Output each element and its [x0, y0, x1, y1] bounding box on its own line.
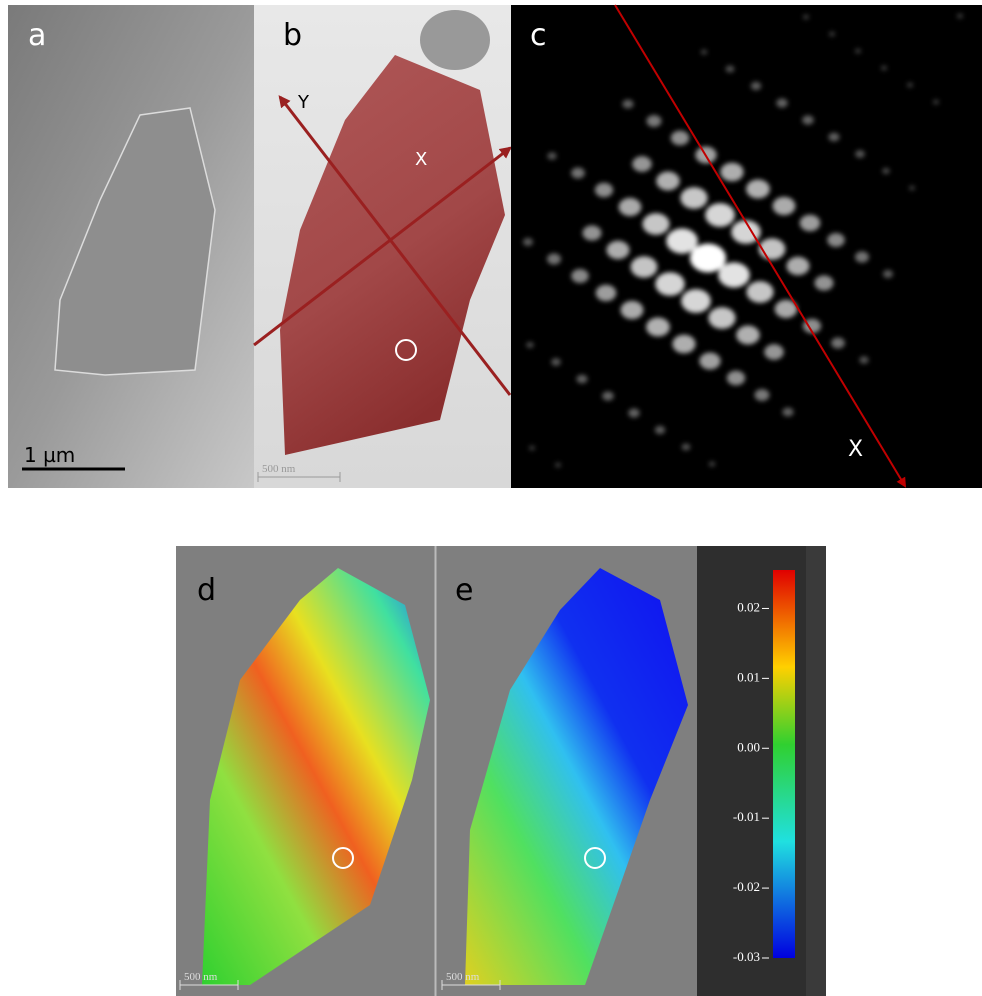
axis-label: Y	[297, 92, 310, 113]
spot	[529, 446, 535, 451]
spot	[632, 156, 652, 172]
spot	[773, 197, 796, 215]
spot	[907, 83, 913, 88]
spot	[827, 233, 845, 247]
spot	[776, 98, 787, 107]
spot	[708, 307, 735, 329]
spot	[681, 289, 711, 313]
colorbar-tick-label: -0.02	[733, 879, 760, 894]
spot	[828, 133, 839, 142]
spot	[755, 389, 770, 401]
spot	[814, 275, 833, 290]
spot	[628, 408, 639, 417]
spot	[803, 15, 809, 20]
scale-bar-label: 500 nm	[446, 971, 480, 983]
spot	[647, 115, 662, 127]
spot	[699, 352, 720, 369]
spot	[595, 183, 613, 198]
spot	[882, 168, 890, 174]
spot	[746, 179, 770, 198]
panel-label: d	[197, 573, 216, 608]
spot	[582, 225, 601, 240]
spot	[690, 244, 726, 273]
spot	[551, 358, 561, 366]
spot	[655, 426, 665, 434]
spot	[671, 131, 689, 146]
spot	[883, 270, 893, 278]
spot	[606, 241, 629, 259]
panel-label: a	[28, 18, 46, 53]
spot	[642, 213, 669, 235]
spot	[909, 186, 915, 191]
spot	[800, 215, 821, 231]
colorbar-tick-label: 0.01	[737, 669, 760, 684]
spot	[831, 337, 845, 348]
spot	[782, 408, 793, 417]
axis-label: X	[415, 149, 427, 170]
spot	[619, 198, 642, 216]
spot	[680, 187, 707, 209]
spot	[682, 443, 691, 450]
spot	[720, 163, 743, 182]
spot	[571, 167, 585, 178]
spot	[555, 463, 561, 468]
spot	[855, 251, 869, 262]
spot	[855, 49, 861, 54]
spot	[705, 203, 735, 227]
spot	[709, 461, 716, 466]
spot	[646, 317, 670, 336]
spot	[881, 66, 887, 71]
spot	[746, 281, 773, 303]
scale-bar-label: 1 µm	[24, 443, 75, 467]
colorbar-tick-label: -0.01	[733, 809, 760, 824]
colorbar	[773, 570, 795, 958]
spot	[547, 152, 556, 159]
colorbar-tick-label: 0.02	[737, 599, 760, 614]
colorbar-tick-label: -0.03	[733, 949, 760, 964]
spot	[701, 49, 708, 54]
spot	[655, 272, 684, 296]
spot	[859, 356, 868, 363]
scale-bar-label: 500 nm	[262, 463, 296, 475]
spot	[672, 335, 695, 354]
spot	[957, 14, 963, 19]
spot	[802, 115, 814, 124]
spot	[855, 150, 865, 158]
spot	[727, 371, 745, 386]
particle	[420, 10, 490, 70]
figure: a 1 µm b Y X 500 nm c X d 500 nm e 500 n…	[0, 0, 982, 996]
spot	[602, 391, 614, 400]
spot	[596, 285, 617, 301]
colorbar-tick-label: 0.00	[737, 739, 760, 754]
spot	[656, 172, 680, 191]
spot	[736, 326, 760, 345]
spot	[829, 32, 835, 37]
spot	[933, 100, 939, 105]
panel-label: b	[283, 18, 302, 53]
spot	[786, 257, 809, 275]
spot	[523, 238, 533, 246]
spot	[621, 301, 644, 319]
spot	[571, 269, 589, 283]
spot	[622, 100, 633, 109]
scale-bar-label: 500 nm	[184, 971, 218, 983]
spot	[764, 344, 784, 360]
spot	[576, 375, 587, 384]
panel-label: c	[530, 18, 547, 53]
panel-label: e	[455, 573, 473, 608]
spot	[666, 228, 698, 253]
spot	[526, 342, 534, 348]
colorbar-margin	[806, 546, 826, 996]
spot	[631, 256, 658, 277]
spot	[547, 253, 561, 264]
panel-c-image	[511, 5, 982, 488]
spot	[751, 82, 761, 90]
spot	[718, 262, 750, 287]
spot	[726, 65, 735, 72]
axis-label: X	[848, 437, 863, 462]
